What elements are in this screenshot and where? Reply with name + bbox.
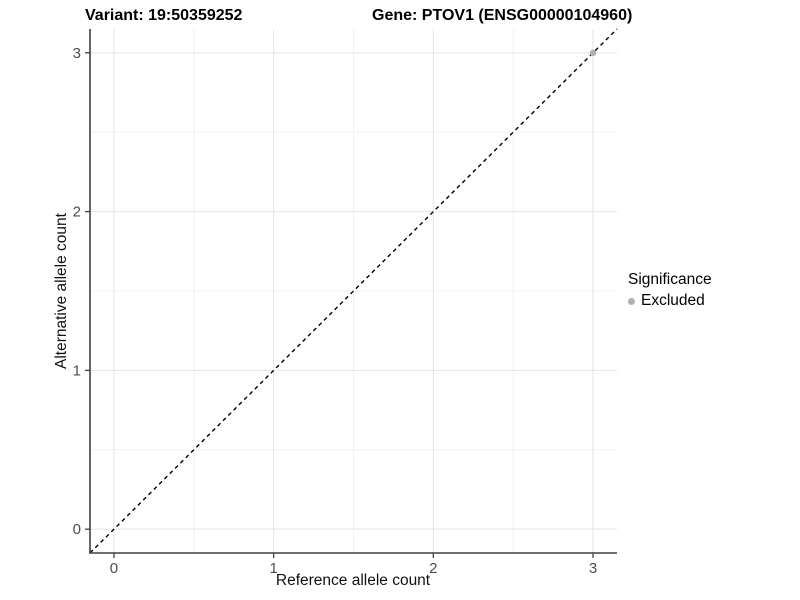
legend: Significance Excluded [628, 271, 712, 310]
legend-point-icon [628, 297, 635, 305]
x-tick-label: 2 [429, 560, 437, 577]
x-tick-label: 3 [589, 560, 597, 577]
x-tick-label: 1 [269, 560, 277, 577]
y-tick-label: 3 [73, 45, 81, 62]
variant-title: Variant: 19:50359252 [85, 7, 243, 24]
y-tick-label: 0 [73, 521, 81, 538]
y-tick-label: 2 [73, 204, 81, 221]
gene-title: Gene: PTOV1 (ENSG00000104960) [372, 7, 633, 24]
y-axis-title: Alternative allele count [53, 213, 70, 369]
legend-item-excluded: Excluded [628, 292, 712, 310]
x-axis-title: Reference allele count [275, 572, 431, 589]
x-tick-label: 0 [110, 560, 118, 577]
legend-title: Significance [628, 271, 712, 288]
y-tick-label: 1 [73, 362, 81, 379]
legend-item-label: Excluded [641, 292, 705, 309]
identity-dashed-line [89, 28, 618, 554]
data-point-excluded [589, 49, 597, 57]
